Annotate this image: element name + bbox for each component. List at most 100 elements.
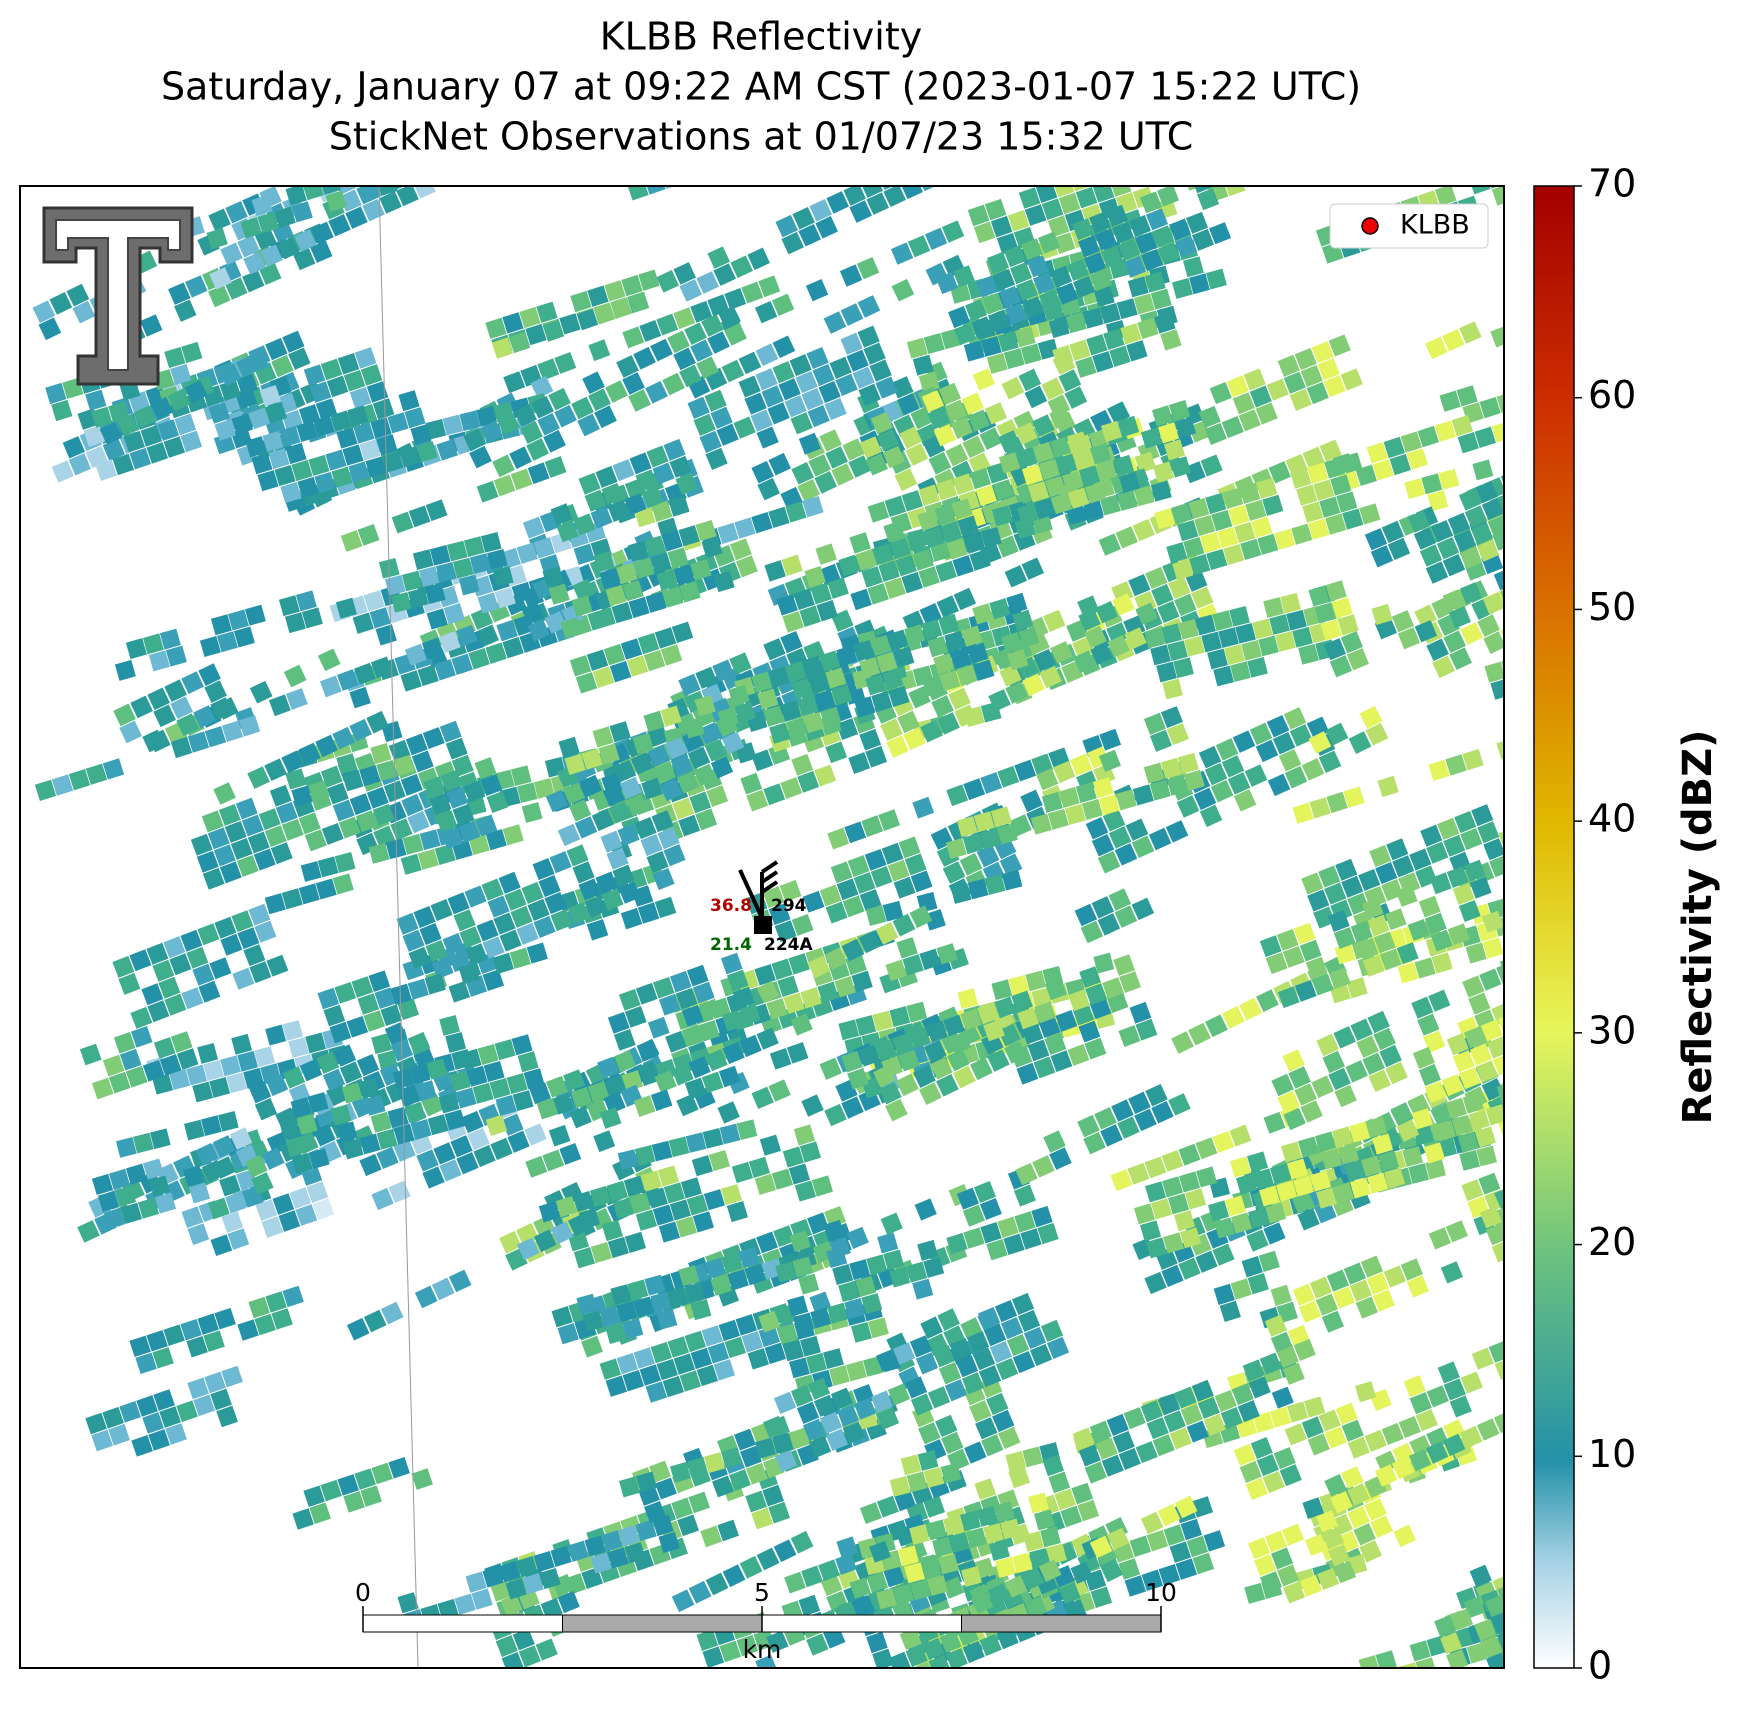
radar-pixel <box>1595 1531 1617 1553</box>
radar-pixel <box>1639 454 1661 476</box>
radar-pixel <box>1593 960 1615 982</box>
radar-pixel <box>85 390 106 411</box>
radar-pixel <box>1673 1579 1695 1601</box>
radar-pixel <box>443 415 464 436</box>
radar-pixel <box>1659 1151 1682 1174</box>
radar-pixel <box>308 455 329 476</box>
radar-pixel <box>1653 551 1676 574</box>
radar-pixel <box>1581 1561 1603 1583</box>
radar-pixel <box>478 1044 499 1065</box>
radar-pixel <box>1661 1545 1683 1567</box>
radar-pixel <box>1642 1158 1665 1181</box>
radar-pixel <box>1592 1538 1614 1560</box>
radar-pixel <box>1247 1151 1268 1172</box>
radar-pixel <box>1269 614 1290 635</box>
temperature: 36.8 <box>710 896 752 916</box>
radar-pixel <box>1200 532 1221 553</box>
radar-pixel <box>1134 293 1155 314</box>
radar-pixel <box>1280 593 1301 614</box>
radar-pixel <box>1698 509 1721 532</box>
radar-pixel <box>1630 1349 1652 1371</box>
radar-pixel <box>823 1348 844 1369</box>
radar-pixel <box>1211 510 1232 531</box>
radar-pixel <box>371 1112 392 1133</box>
radar-pixel <box>1302 502 1323 523</box>
radar-pixel <box>1021 343 1042 364</box>
radar-pixel <box>800 1141 821 1162</box>
radar-pixel <box>1579 1148 1602 1171</box>
radar-pixel <box>1705 596 1726 617</box>
radar-pixel <box>1319 497 1340 518</box>
radar-pixel <box>868 1317 889 1338</box>
radar-pixel <box>957 988 978 1009</box>
radar-pixel <box>588 339 610 361</box>
radar-pixel <box>1270 1407 1291 1428</box>
radar-pixel <box>1224 644 1245 665</box>
radar-pixel <box>1483 938 1504 959</box>
radar-pixel <box>1298 644 1319 665</box>
radar-pixel <box>608 1237 629 1258</box>
radar-pixel <box>228 609 249 630</box>
colorbar-tick-label: 50 <box>1588 585 1636 629</box>
radar-pixel <box>1631 1183 1654 1206</box>
radar-pixel <box>1218 158 1240 180</box>
radar-pixel <box>200 636 221 657</box>
radar-pixel <box>1596 1140 1619 1163</box>
radar-pixel <box>1359 503 1380 524</box>
radar-pixel <box>1573 549 1596 572</box>
radar-pixel <box>1609 1532 1631 1554</box>
radar-pixel <box>593 726 614 747</box>
scale-tick-label: 5 <box>754 1578 770 1607</box>
radar-pixel <box>1252 146 1274 168</box>
radar-pixel <box>1613 1357 1635 1379</box>
radar-pixel <box>1594 490 1616 512</box>
radar-pixel <box>1514 1107 1536 1129</box>
radar-pixel <box>192 1082 213 1103</box>
radar-pixel <box>1151 289 1172 310</box>
radar-pixel <box>1510 1567 1532 1589</box>
radar-pixel <box>413 549 434 570</box>
radar-pixel <box>1728 608 1738 629</box>
radar-pixel <box>1201 632 1222 653</box>
radar-pixel <box>889 1006 910 1027</box>
radar-pixel <box>1636 1141 1659 1164</box>
radar-pixel <box>1217 527 1238 548</box>
radar-pixel <box>1580 449 1601 470</box>
radar-pixel <box>574 1247 595 1268</box>
radar-pixel <box>1592 648 1613 669</box>
radar-pixel <box>829 1365 850 1386</box>
radar-pixel <box>1589 1514 1611 1536</box>
radar-pixel <box>755 1174 776 1195</box>
radar-pixel <box>1304 1396 1325 1417</box>
radar-pixel <box>1421 473 1442 494</box>
radar-pixel <box>1512 467 1533 488</box>
radar-pixel <box>301 861 322 882</box>
radar-pixel <box>1144 164 1166 186</box>
radar-pixel <box>872 1011 893 1032</box>
radar-pixel <box>659 1221 680 1242</box>
radar-pixel <box>1586 631 1607 652</box>
radar-pixel <box>404 407 425 428</box>
radar-pixel <box>517 782 538 803</box>
radar-pixel <box>411 1468 433 1490</box>
radar-pixel <box>1582 1595 1604 1617</box>
radar-pixel <box>1183 256 1204 277</box>
radar-pixel <box>1510 1047 1532 1069</box>
radar-pixel <box>1223 544 1244 565</box>
radar-pixel <box>772 1169 793 1190</box>
radar-pixel <box>1588 1568 1610 1590</box>
radar-pixel <box>627 179 649 201</box>
radar-pixel <box>587 919 608 940</box>
radar-pixel <box>1168 1193 1189 1214</box>
radar-pixel <box>687 1194 708 1215</box>
radar-pixel <box>1325 514 1346 535</box>
radar-pixel <box>693 1211 714 1232</box>
radar-pixel <box>1162 679 1183 700</box>
radar-pixel <box>1459 1150 1480 1171</box>
radar-pixel <box>1292 627 1313 648</box>
radar-pixel <box>1022 1447 1043 1468</box>
radar-pixel <box>1251 517 1272 538</box>
radar-pixel <box>1608 1174 1631 1197</box>
radar-pixel <box>1398 962 1419 983</box>
radar-pixel <box>1658 509 1681 532</box>
